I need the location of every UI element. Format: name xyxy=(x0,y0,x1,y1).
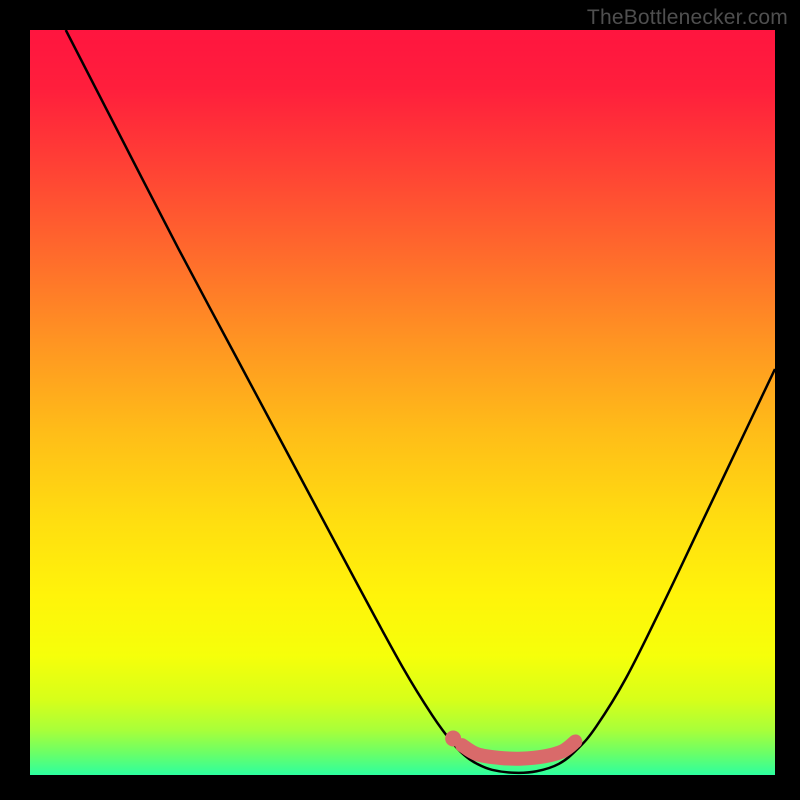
plot-area xyxy=(30,30,775,775)
chart-svg xyxy=(30,30,775,775)
watermark-text: TheBottlenecker.com xyxy=(587,6,788,30)
gradient-background xyxy=(30,30,775,775)
bottleneck-chart: TheBottlenecker.com xyxy=(0,0,800,800)
current-config-marker xyxy=(445,730,461,746)
